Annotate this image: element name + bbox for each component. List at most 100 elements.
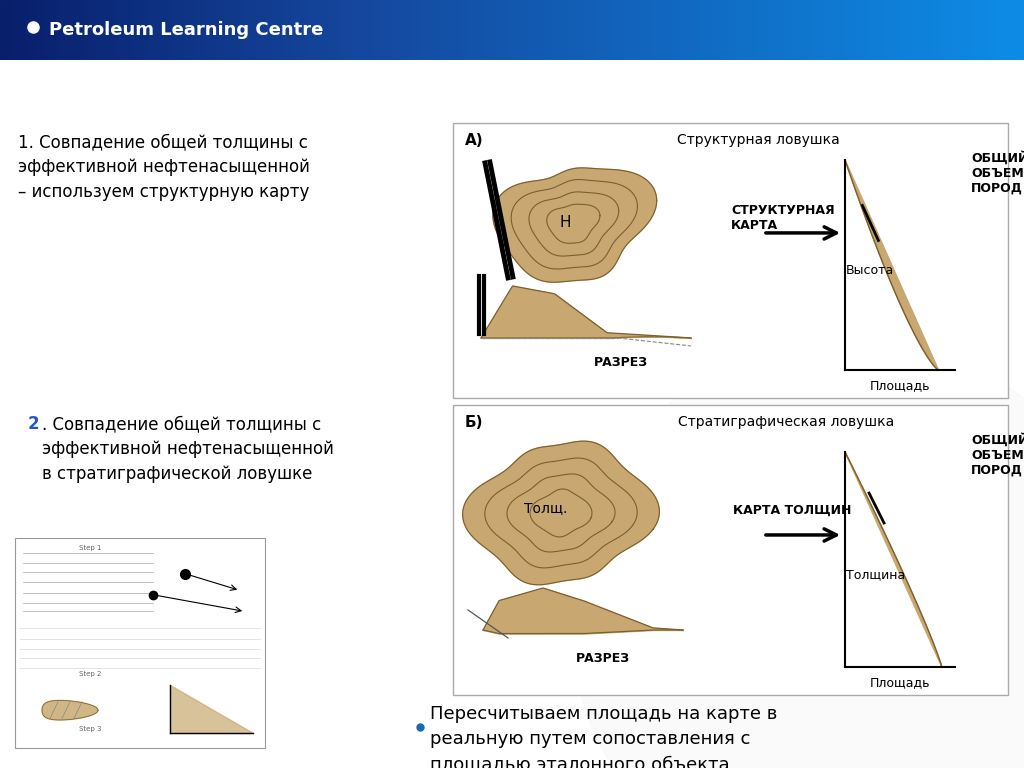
Bar: [210, 0, 215, 60]
Polygon shape: [493, 168, 656, 282]
Bar: [77, 0, 82, 60]
Bar: [978, 0, 983, 60]
Bar: [333, 0, 338, 60]
Bar: [46, 0, 51, 60]
Bar: [507, 0, 512, 60]
Bar: [220, 0, 225, 60]
Text: РАЗРЕЗ: РАЗРЕЗ: [594, 356, 648, 369]
Bar: [963, 0, 968, 60]
Text: Стратиграфическая ловушка: Стратиграфическая ловушка: [678, 415, 894, 429]
Bar: [236, 0, 241, 60]
Bar: [200, 0, 205, 60]
Text: Step 2: Step 2: [79, 671, 101, 677]
Bar: [553, 0, 558, 60]
Bar: [189, 0, 195, 60]
Bar: [343, 0, 348, 60]
Bar: [558, 0, 563, 60]
Bar: [860, 0, 865, 60]
Text: КАРТА ТОЛЩИН: КАРТА ТОЛЩИН: [733, 504, 851, 516]
Text: Площадь: Площадь: [869, 379, 930, 392]
Bar: [471, 0, 476, 60]
Bar: [748, 0, 753, 60]
Bar: [297, 0, 302, 60]
Bar: [604, 0, 609, 60]
Polygon shape: [570, 338, 1024, 768]
Bar: [983, 0, 988, 60]
Bar: [15, 538, 265, 748]
Bar: [742, 0, 748, 60]
Bar: [492, 0, 497, 60]
Text: Step 3: Step 3: [79, 726, 101, 732]
Bar: [696, 0, 701, 60]
Bar: [763, 0, 768, 60]
Bar: [712, 0, 717, 60]
Bar: [609, 0, 614, 60]
Bar: [532, 0, 538, 60]
Text: СТРУКТУРНАЯ
КАРТА: СТРУКТУРНАЯ КАРТА: [731, 204, 835, 232]
Bar: [620, 0, 625, 60]
Polygon shape: [463, 441, 659, 584]
Bar: [10, 0, 15, 60]
Bar: [128, 0, 133, 60]
Bar: [179, 0, 184, 60]
Bar: [389, 0, 394, 60]
Bar: [453, 123, 1008, 398]
Bar: [911, 0, 916, 60]
Bar: [453, 405, 1008, 695]
Bar: [154, 0, 159, 60]
Text: Step 1: Step 1: [79, 545, 101, 551]
Bar: [102, 0, 108, 60]
Bar: [287, 0, 292, 60]
Bar: [97, 0, 102, 60]
Bar: [922, 0, 927, 60]
Bar: [645, 0, 650, 60]
Bar: [481, 0, 486, 60]
Bar: [614, 0, 620, 60]
Bar: [635, 0, 640, 60]
Bar: [348, 0, 353, 60]
Bar: [783, 0, 788, 60]
Bar: [1019, 0, 1024, 60]
Bar: [804, 0, 809, 60]
Bar: [543, 0, 548, 60]
Bar: [829, 0, 835, 60]
Bar: [584, 0, 589, 60]
Bar: [671, 0, 676, 60]
Bar: [148, 0, 154, 60]
Bar: [317, 0, 323, 60]
Bar: [261, 0, 266, 60]
Bar: [927, 0, 932, 60]
Bar: [425, 0, 430, 60]
Bar: [410, 0, 415, 60]
Bar: [896, 0, 901, 60]
Bar: [717, 0, 722, 60]
Bar: [435, 0, 440, 60]
Text: Н: Н: [559, 216, 570, 230]
Bar: [840, 0, 845, 60]
Bar: [256, 0, 261, 60]
Bar: [379, 0, 384, 60]
Bar: [415, 0, 420, 60]
Bar: [215, 0, 220, 60]
Bar: [819, 0, 824, 60]
Bar: [41, 0, 46, 60]
Text: А): А): [465, 133, 483, 148]
Bar: [1004, 0, 1009, 60]
Bar: [246, 0, 251, 60]
Polygon shape: [845, 452, 942, 667]
Polygon shape: [170, 685, 253, 733]
Bar: [0, 0, 5, 60]
Bar: [430, 0, 435, 60]
Bar: [108, 0, 113, 60]
Bar: [932, 0, 937, 60]
Bar: [466, 0, 471, 60]
Bar: [599, 0, 604, 60]
Bar: [691, 0, 696, 60]
Bar: [788, 0, 794, 60]
Bar: [650, 0, 655, 60]
Bar: [579, 0, 584, 60]
Text: Пересчитываем площадь на карте в
реальную путем сопоставления с
площадью эталонн: Пересчитываем площадь на карте в реальну…: [430, 705, 777, 768]
Text: 2: 2: [28, 415, 40, 433]
Bar: [870, 0, 876, 60]
Bar: [302, 0, 307, 60]
